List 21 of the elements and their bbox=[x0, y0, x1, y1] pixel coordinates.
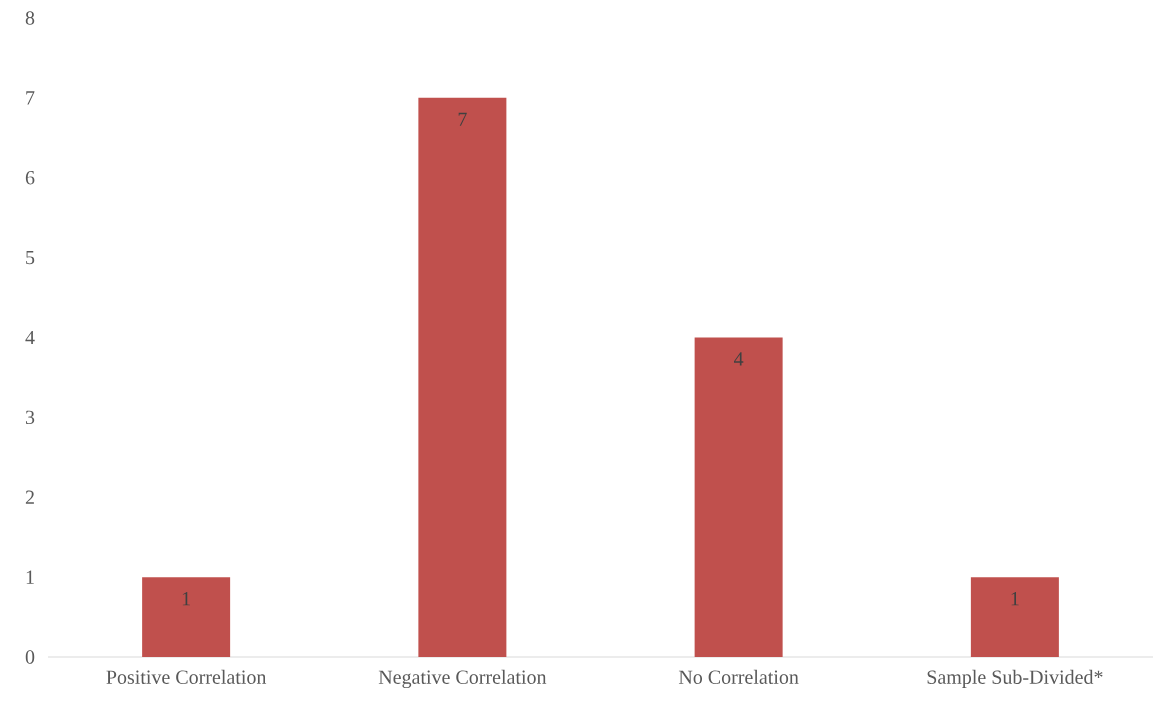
x-tick-label: Positive Correlation bbox=[106, 669, 267, 684]
y-tick-label: 3 bbox=[25, 410, 35, 425]
data-label: 1 bbox=[1011, 591, 1019, 606]
x-tick-label: No Correlation bbox=[678, 669, 799, 684]
bar bbox=[970, 577, 1059, 657]
bar bbox=[142, 577, 231, 657]
y-tick-label: 5 bbox=[26, 250, 35, 265]
bar bbox=[694, 337, 783, 657]
y-tick-label: 6 bbox=[25, 171, 35, 185]
data-label: 7 bbox=[458, 112, 467, 126]
y-tick-label: 0 bbox=[25, 650, 35, 664]
x-tick-label: Negative Correlation bbox=[378, 669, 547, 689]
y-tick-label: 4 bbox=[25, 330, 35, 345]
data-label: 4 bbox=[734, 352, 744, 366]
y-tick-label: 2 bbox=[25, 490, 34, 504]
x-tick-label: Sample Sub-Divided* bbox=[927, 669, 1103, 689]
y-tick-label: 8 bbox=[25, 11, 35, 25]
data-label: 1 bbox=[182, 591, 190, 606]
bar bbox=[418, 97, 507, 657]
y-tick-label: 7 bbox=[26, 91, 35, 105]
y-tick-label: 1 bbox=[26, 570, 34, 584]
